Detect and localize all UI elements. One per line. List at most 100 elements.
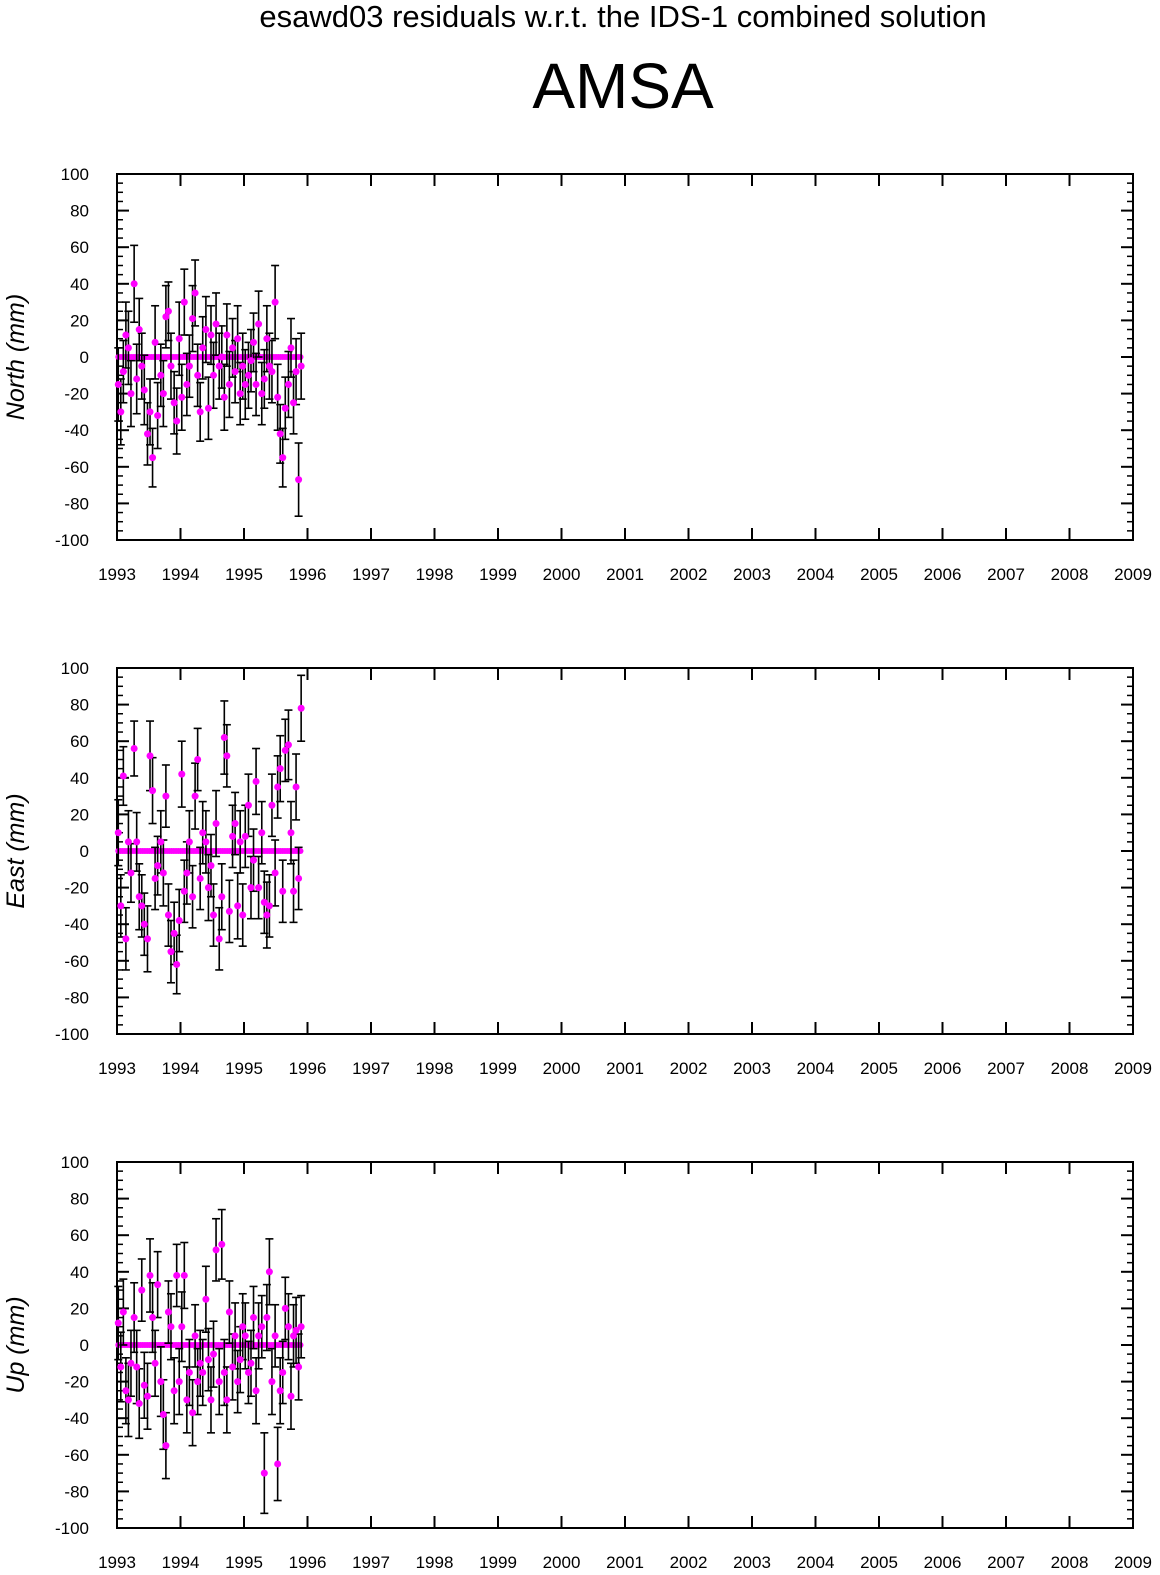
data-point — [117, 408, 125, 416]
y-tick-label: 80 — [70, 696, 89, 715]
y-tick-label: -40 — [64, 1409, 89, 1428]
data-point — [114, 1319, 122, 1327]
data-point — [276, 430, 284, 438]
data-point — [114, 380, 122, 388]
data-point — [183, 869, 191, 877]
data-point — [292, 1326, 300, 1334]
y-tick-label: 40 — [70, 275, 89, 294]
data-point — [151, 874, 159, 882]
data-point — [180, 887, 188, 895]
data-point — [196, 874, 204, 882]
data-point — [292, 783, 300, 791]
x-tick-label: 2008 — [1051, 565, 1089, 584]
y-tick-label: -100 — [55, 531, 89, 550]
data-point — [255, 1332, 263, 1340]
data-point — [212, 1246, 220, 1254]
data-point — [122, 331, 130, 339]
y-tick-label: -40 — [64, 915, 89, 934]
data-point — [231, 820, 239, 828]
data-point — [244, 371, 252, 379]
data-point — [178, 1323, 186, 1331]
data-point — [244, 1368, 252, 1376]
data-point — [164, 307, 172, 315]
data-point — [180, 1271, 188, 1279]
data-point — [274, 1460, 282, 1468]
data-point — [207, 862, 215, 870]
data-point — [138, 362, 146, 370]
data-point — [258, 829, 266, 837]
data-point — [189, 893, 197, 901]
data-point — [124, 1396, 132, 1404]
data-point — [130, 280, 138, 288]
data-point — [263, 911, 271, 919]
data-point — [231, 368, 239, 376]
x-tick-label: 1995 — [225, 1059, 263, 1078]
data-point — [127, 869, 135, 877]
data-point — [119, 772, 127, 780]
data-point — [290, 1332, 298, 1340]
data-point — [135, 326, 143, 334]
data-point — [191, 289, 199, 297]
data-point — [162, 313, 170, 321]
data-point — [252, 777, 260, 785]
data-point — [231, 1332, 239, 1340]
data-point — [236, 1356, 244, 1364]
data-point — [223, 331, 231, 339]
x-tick-label: 2008 — [1051, 1553, 1089, 1572]
y-tick-label: -80 — [64, 494, 89, 513]
x-tick-label: 1995 — [225, 1553, 263, 1572]
data-point — [178, 393, 186, 401]
data-point — [149, 787, 157, 795]
y-tick-label: 100 — [61, 1153, 89, 1172]
x-tick-label: 2000 — [543, 1059, 581, 1078]
data-point — [196, 1359, 204, 1367]
x-tick-label: 1995 — [225, 565, 263, 584]
data-point — [287, 344, 295, 352]
data-point — [202, 326, 210, 334]
data-point — [295, 476, 303, 484]
x-tick-label: 2006 — [924, 1553, 962, 1572]
data-point — [260, 898, 268, 906]
data-point — [140, 1381, 148, 1389]
x-tick-label: 2005 — [860, 1553, 898, 1572]
y-tick-label: -100 — [55, 1519, 89, 1538]
y-tick-label: 60 — [70, 1226, 89, 1245]
x-tick-label: 2009 — [1114, 565, 1152, 584]
data-point — [268, 368, 276, 376]
data-point — [290, 399, 298, 407]
data-point — [229, 832, 237, 840]
data-point — [138, 1286, 146, 1294]
data-point — [199, 829, 207, 837]
y-tick-label: -60 — [64, 458, 89, 477]
data-point — [268, 1378, 276, 1386]
data-point — [159, 869, 167, 877]
x-tick-label: 1997 — [352, 1553, 390, 1572]
y-tick-label: -60 — [64, 1446, 89, 1465]
data-point — [130, 745, 138, 753]
data-point — [170, 1387, 178, 1395]
data-point — [295, 1363, 303, 1371]
data-point — [220, 734, 228, 742]
x-tick-label: 2002 — [670, 1553, 708, 1572]
data-point — [189, 1409, 197, 1417]
x-tick-label: 2001 — [606, 1059, 644, 1078]
data-point — [210, 911, 218, 919]
data-point — [218, 893, 226, 901]
data-point — [220, 1368, 228, 1376]
y-tick-label: 0 — [80, 842, 89, 861]
data-point — [157, 371, 165, 379]
data-point — [297, 362, 305, 370]
data-point — [183, 1396, 191, 1404]
data-point — [135, 893, 143, 901]
y-tick-label: -20 — [64, 1373, 89, 1392]
data-point — [255, 884, 263, 892]
y-tick-label: 80 — [70, 202, 89, 221]
x-tick-label: 1999 — [479, 1059, 517, 1078]
data-point — [207, 331, 215, 339]
x-tick-label: 2000 — [543, 565, 581, 584]
data-point — [207, 1396, 215, 1404]
data-point — [159, 390, 167, 398]
data-point — [167, 1323, 175, 1331]
x-tick-label: 1996 — [289, 1553, 327, 1572]
y-tick-label: 40 — [70, 1263, 89, 1282]
